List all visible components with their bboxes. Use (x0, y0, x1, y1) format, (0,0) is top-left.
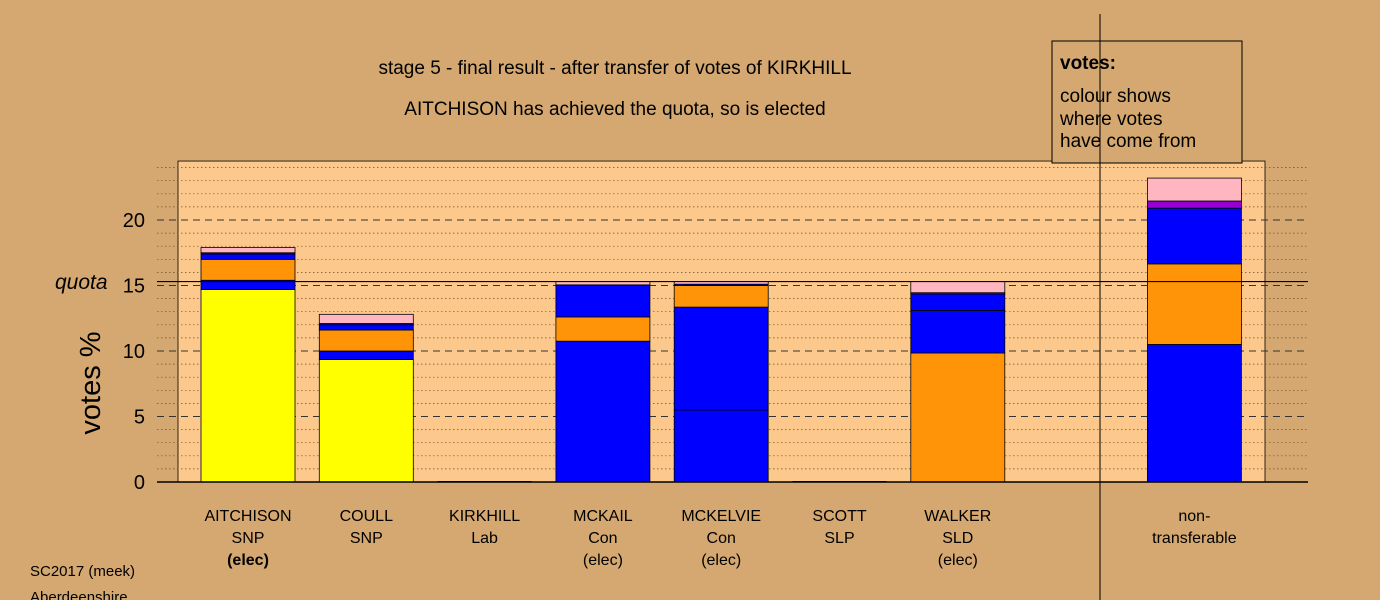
bar-segment-6-2 (910, 293, 1006, 311)
bar-segment-0-3 (200, 253, 296, 260)
bar-label-8-1: non- (1178, 508, 1210, 525)
bar-segment-8-0 (1147, 344, 1242, 483)
bar-segment-3-2 (555, 284, 651, 318)
y-tick-label-0: 0 (134, 472, 145, 494)
bar-label-8-2: transferable (1152, 530, 1237, 547)
footer-region: Aberdeenshire (30, 589, 128, 600)
quota-label: quota (55, 271, 108, 294)
bar-label-5-2: SLP (824, 530, 854, 547)
bar-label-0-3: (elec) (227, 552, 269, 569)
legend-title: votes: (1060, 53, 1116, 74)
y-tick-label-5: 5 (134, 407, 145, 429)
bar-label-0-2: SNP (232, 530, 265, 547)
chart-subtitle: AITCHISON has achieved the quota, so is … (404, 99, 825, 120)
bar-label-5-1: SCOTT (812, 508, 866, 525)
bar-segment-1-1 (318, 350, 414, 360)
bar-segment-4-1 (673, 306, 769, 411)
bar-label-4-2: Con (707, 530, 736, 547)
bar-label-4-1: MCKELVIE (681, 508, 761, 525)
bar-segment-8-4 (1147, 177, 1242, 202)
bar-label-6-3: (elec) (938, 552, 978, 569)
bar-label-6-1: WALKER (924, 508, 991, 525)
bar-label-3-1: MCKAIL (573, 508, 633, 525)
bar-segment-1-5 (318, 313, 414, 324)
y-tick-label-20: 20 (123, 210, 145, 232)
bar-segment-1-2 (318, 329, 414, 352)
bar-label-1-2: SNP (350, 530, 383, 547)
y-tick-label-10: 10 (123, 341, 145, 363)
bar-label-0-1: AITCHISON (204, 508, 291, 525)
y-axis-label: votes % (75, 331, 107, 434)
legend-box (1051, 40, 1243, 164)
chart-title: stage 5 - final result - after transfer … (378, 58, 851, 79)
bar-label-2-2: Lab (471, 530, 498, 547)
bar-segment-4-0 (673, 409, 769, 483)
bar-segment-0-5 (200, 247, 296, 254)
bar-segment-0-0 (200, 289, 296, 483)
legend-line-2: where votes (1059, 109, 1162, 130)
bar-label-1-1: COULL (340, 508, 393, 525)
bar-label-3-3: (elec) (583, 552, 623, 569)
bar-segment-8-3 (1147, 200, 1242, 209)
bar-segment-3-0 (555, 340, 651, 483)
bar-segment-6-0 (910, 352, 1006, 483)
bar-segment-1-0 (318, 359, 414, 483)
footer-source: SC2017 (meek) (30, 563, 135, 580)
bar-segment-6-4 (910, 281, 1006, 294)
bar-segment-8-1 (1147, 263, 1242, 345)
legend-line-3: have come from (1060, 131, 1196, 152)
bar-segment-3-1 (555, 316, 651, 342)
bar-segment-0-2 (200, 258, 296, 281)
legend-line-1: colour shows (1060, 86, 1171, 107)
bar-label-3-2: Con (588, 530, 617, 547)
bar-label-6-2: SLD (942, 530, 973, 547)
bar-label-2-1: KIRKHILL (449, 508, 520, 525)
bar-segment-6-1 (910, 309, 1006, 354)
bar-segment-8-2 (1147, 207, 1242, 265)
bar-segment-4-2 (673, 285, 769, 308)
bar-segment-1-3 (318, 324, 414, 331)
bar-label-4-3: (elec) (701, 552, 741, 569)
y-tick-label-15: 15 (123, 276, 145, 298)
